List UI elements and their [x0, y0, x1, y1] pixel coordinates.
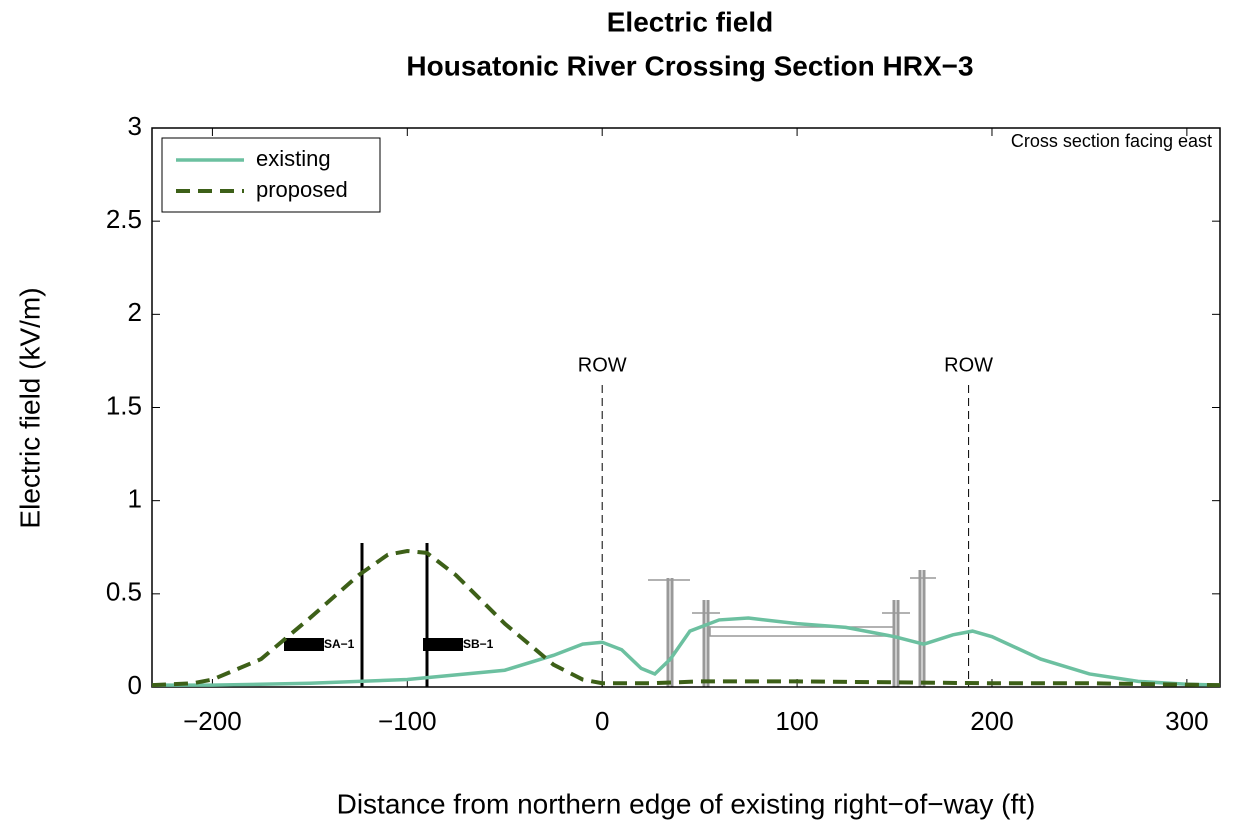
- x-tick-label: −100: [378, 706, 437, 736]
- y-tick-label: 0: [128, 670, 142, 700]
- y-tick-label: 2.5: [106, 204, 142, 234]
- note: Cross section facing east: [1011, 131, 1212, 151]
- poles: [360, 543, 429, 687]
- structure-label: SA−1: [324, 637, 355, 651]
- chart-title: Electric field: [607, 6, 774, 37]
- series-line: [152, 616, 1221, 687]
- x-axis-label: Distance from northern edge of existing …: [337, 788, 1036, 819]
- series-line: [151, 548, 1221, 688]
- structure-label: SB−1: [463, 637, 494, 651]
- y-tick-label: 0.5: [106, 577, 142, 607]
- x-tick-label: −200: [183, 706, 242, 736]
- legend-box: [161, 137, 381, 213]
- chart-subtitle: Housatonic River Crossing Section HRX−3: [406, 50, 973, 81]
- legend-label: proposed: [256, 177, 348, 202]
- y-axis-label: Electric field (kV/m): [14, 287, 45, 528]
- y-tick-label: 2: [128, 297, 142, 327]
- y-tick-label: 3: [128, 111, 142, 141]
- y-tick-label: 1: [128, 484, 142, 514]
- label-mask: [284, 638, 324, 651]
- legend-label: existing: [256, 146, 331, 171]
- x-tick-label: 200: [970, 706, 1013, 736]
- label-mask: [423, 638, 463, 651]
- row-label: ROW: [944, 354, 993, 376]
- x-tick-label: 0: [595, 706, 609, 736]
- x-tick-label: 300: [1165, 706, 1208, 736]
- x-tick-label: 100: [775, 706, 818, 736]
- y-tick-label: 1.5: [106, 390, 142, 420]
- row-label: ROW: [578, 354, 627, 376]
- towers: [648, 570, 936, 687]
